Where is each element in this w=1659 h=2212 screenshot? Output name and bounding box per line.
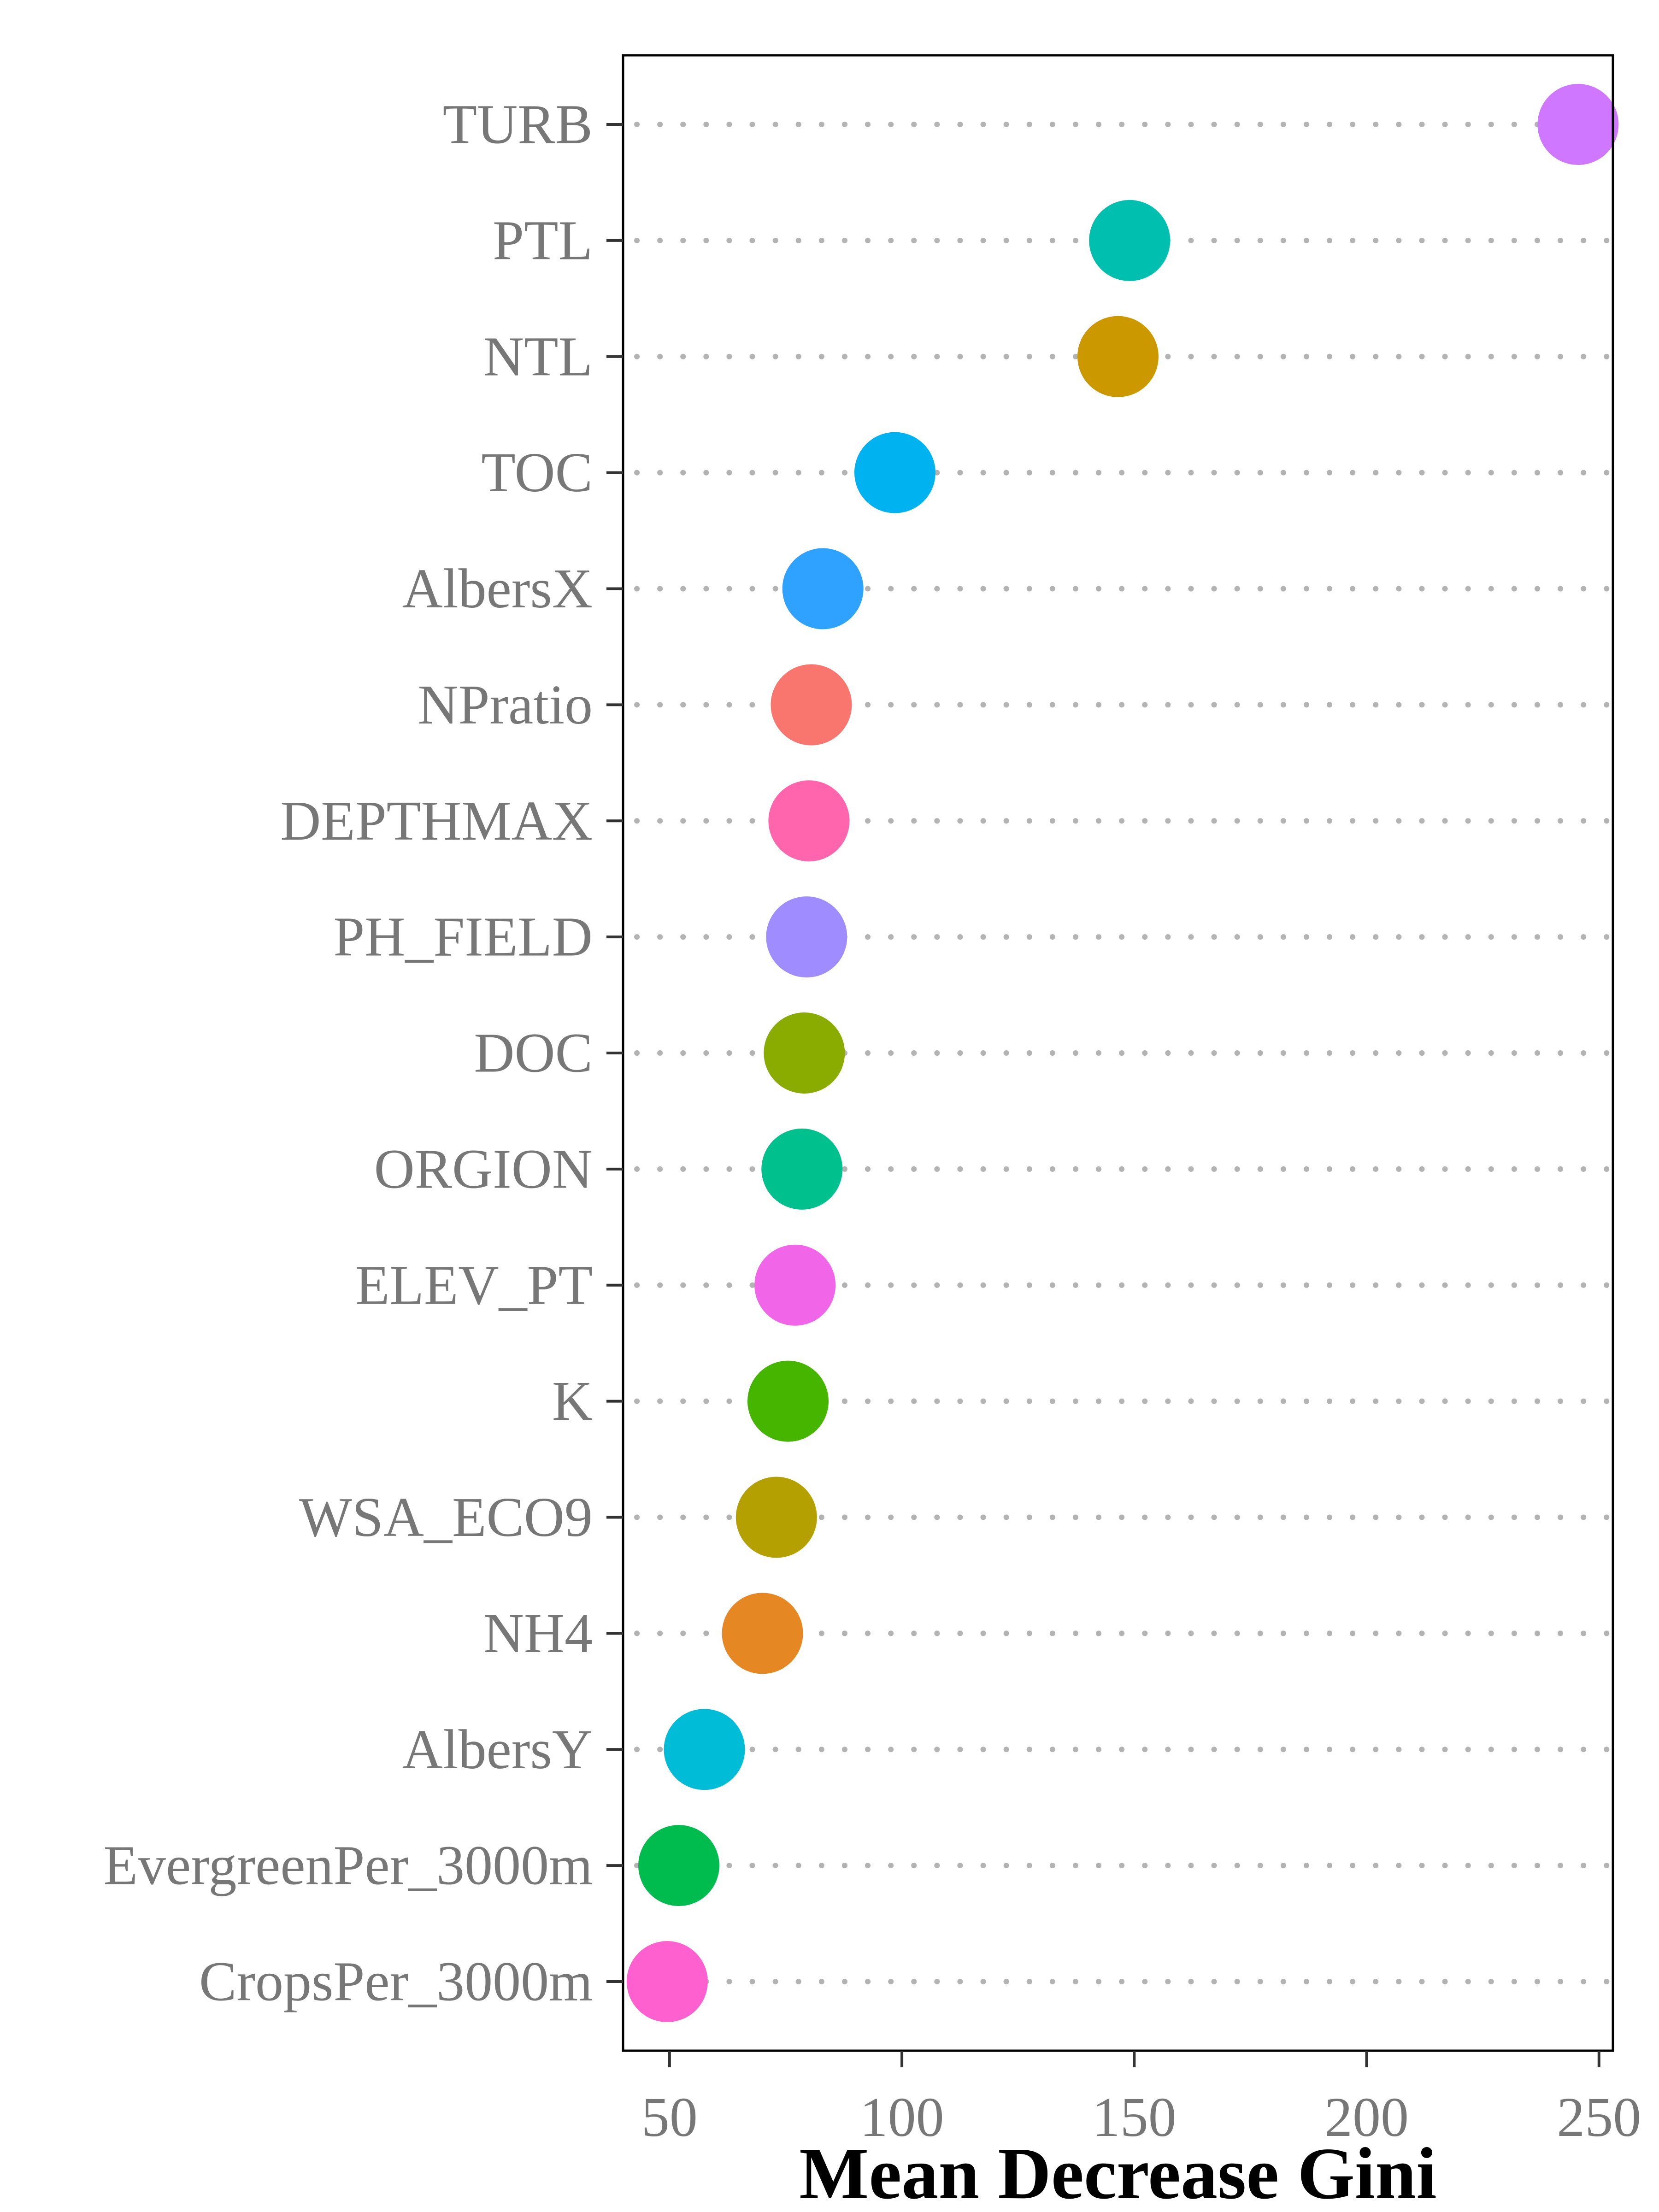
data-point — [761, 1128, 843, 1210]
x-tick-label: 150 — [1092, 2086, 1177, 2148]
data-point — [1089, 200, 1171, 281]
x-tick-label: 250 — [1557, 2086, 1641, 2148]
y-tick-label: TOC — [481, 441, 593, 504]
data-point — [747, 1360, 829, 1442]
data-point — [768, 780, 850, 862]
x-tick-label: 50 — [641, 2086, 698, 2148]
x-tick-label: 200 — [1324, 2086, 1409, 2148]
y-tick-label: DOC — [474, 1022, 593, 1084]
data-point — [1537, 84, 1619, 165]
y-tick-label: AlbersX — [402, 558, 593, 620]
y-tick-label: ORGION — [374, 1138, 593, 1200]
data-point — [782, 548, 864, 629]
data-point — [722, 1593, 803, 1674]
y-tick-label: NTL — [483, 325, 593, 388]
x-tick-label: 100 — [860, 2086, 944, 2148]
data-point — [735, 1477, 817, 1558]
data-point — [764, 1012, 845, 1094]
y-tick-label: NH4 — [483, 1602, 593, 1665]
x-axis: 50 100 150 200 250 — [641, 2051, 1641, 2148]
y-tick-label: K — [552, 1370, 593, 1432]
y-tick-label: TURB — [443, 94, 593, 156]
y-tick-label: PTL — [493, 209, 593, 271]
data-point — [638, 1825, 720, 1906]
y-tick-label: CropsPer_3000m — [199, 1951, 593, 2013]
y-tick-label: WSA_ECO9 — [299, 1486, 593, 1548]
data-point — [766, 896, 847, 978]
x-axis-title: Mean Decrease Gini — [799, 2132, 1436, 2212]
data-point — [754, 1244, 836, 1326]
y-tick-label: PH_FIELD — [333, 906, 593, 968]
y-tick-label: EvergreenPer_3000m — [103, 1835, 593, 1897]
data-point — [626, 1941, 708, 2022]
data-point — [1077, 316, 1159, 397]
y-tick-label: AlbersY — [402, 1718, 593, 1781]
data-point — [854, 432, 935, 513]
data-point — [664, 1709, 745, 1790]
y-axis: TURB PTL NTL TOC AlbersX NPratio DEPTHMAX PH_FI… — [103, 94, 623, 2013]
y-tick-label: ELEV_PT — [355, 1254, 593, 1316]
data-points — [626, 84, 1619, 2022]
y-tick-label: NPratio — [418, 674, 593, 736]
data-point — [771, 664, 852, 746]
y-tick-label: DEPTHMAX — [280, 790, 593, 852]
